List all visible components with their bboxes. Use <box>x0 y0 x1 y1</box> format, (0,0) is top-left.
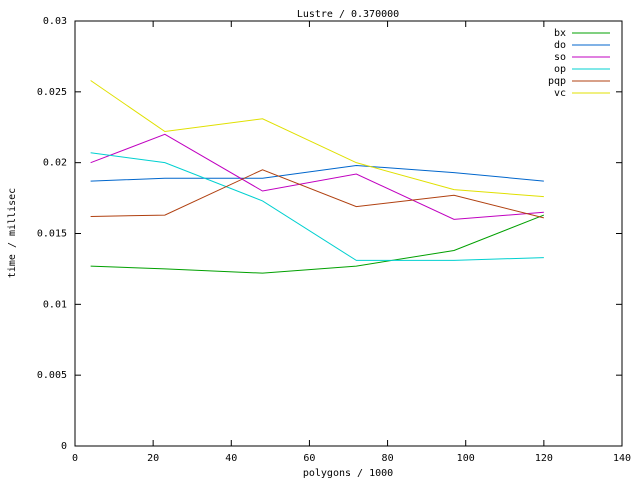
legend-label: do <box>554 40 566 51</box>
legend-label: vc <box>554 88 566 99</box>
x-tick-label: 60 <box>303 453 315 464</box>
legend-label: so <box>554 52 566 63</box>
y-tick-label: 0.01 <box>43 299 67 310</box>
x-axis-label: polygons / 1000 <box>303 468 393 479</box>
y-tick-label: 0.005 <box>37 370 67 381</box>
x-tick-label: 140 <box>613 453 631 464</box>
legend-label: bx <box>554 28 566 39</box>
plot-frame <box>74 20 623 447</box>
y-tick-label: 0 <box>61 441 67 452</box>
series-line <box>90 214 545 274</box>
x-tick-label: 100 <box>457 453 475 464</box>
x-tick-label: 40 <box>225 453 237 464</box>
series-line <box>90 80 544 198</box>
y-tick-label: 0.02 <box>43 158 67 169</box>
legend-label: op <box>554 64 566 75</box>
series-line <box>90 169 544 219</box>
y-axis-label: time / millisec <box>7 188 18 278</box>
x-tick-label: 120 <box>535 453 553 464</box>
series-line <box>90 133 544 220</box>
x-tick-label: 0 <box>72 453 78 464</box>
legend-label: pqp <box>548 76 566 87</box>
series-line <box>90 164 544 182</box>
x-tick-label: 20 <box>147 453 159 464</box>
chart-title: Lustre / 0.370000 <box>297 9 399 20</box>
y-tick-label: 0.025 <box>37 87 67 98</box>
y-tick-label: 0.03 <box>43 16 67 27</box>
x-tick-label: 80 <box>382 453 394 464</box>
y-tick-label: 0.015 <box>37 229 67 240</box>
series-line <box>90 152 544 261</box>
